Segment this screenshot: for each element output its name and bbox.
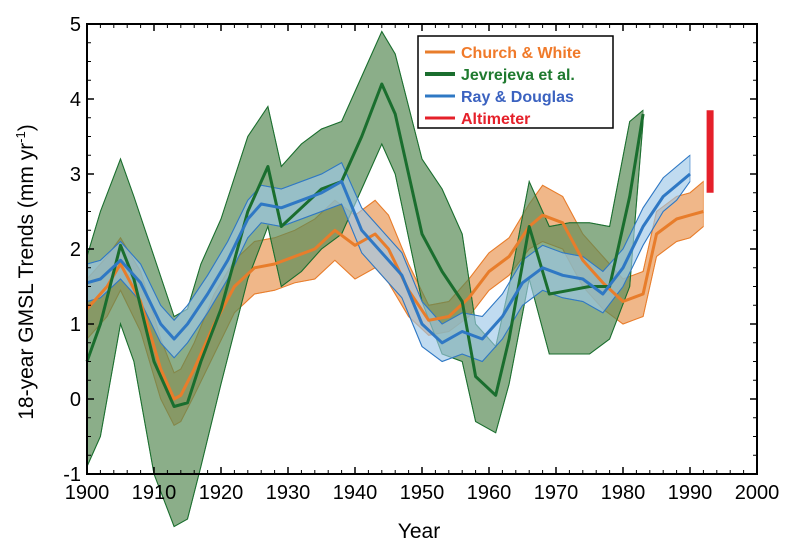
jevrejeva-et-al-lower-bound [86,121,644,528]
x-tick-label: 1900 [65,482,110,504]
y-tick-label: 3 [70,164,81,186]
x-tick-label: 1980 [601,482,646,504]
jevrejeva-et-al-legend-label: Jevrejeva et al. [461,67,575,84]
y-axis-title: 18-year GMSL Trends (mm yr-1) [13,124,38,420]
ray-douglas-legend-label: Ray & Douglas [461,89,574,106]
church-white-legend-label: Church & White [461,45,581,62]
y-tick-label: 2 [70,239,81,261]
jevrejeva-et-al-line [85,82,645,408]
axis-ticks: 1900 1910 1920 1930 1940 1950 1960 1970 1980 1990… [63,14,779,504]
y-axis-title-main: 18-year GMSL Trends (mm yr [15,143,38,420]
x-tick-label: 1910 [132,482,177,504]
x-tick-label: 1960 [467,482,512,504]
y-axis-title-close: ) [15,124,38,131]
x-tick-label: 1940 [333,482,378,504]
altimeter-legend-label: Altimeter [461,111,530,128]
y-axis-title-superscript: -1 [13,131,28,143]
y-tick-label: 0 [70,389,81,411]
y-tick-label: 5 [70,14,81,36]
y-tick-label: -1 [63,464,81,486]
x-tick-label: 1920 [199,482,244,504]
x-tick-label: 1930 [266,482,311,504]
x-tick-label: 1950 [400,482,445,504]
legend: Church & White Jevrejeva et al. Ray & Doug… [417,35,614,129]
ray-douglas-upper-bound [86,154,691,325]
x-tick-label: 2000 [735,482,780,504]
x-axis-title: Year [398,520,440,543]
series-lines [85,82,704,408]
x-tick-label: 1970 [534,482,579,504]
x-tick-label: 1990 [668,482,713,504]
ray-douglas-line [86,172,691,345]
church-white-line [85,210,704,401]
jevrejeva-et-al-upper-bound [86,30,644,348]
ray-douglas-lower-bound [86,181,691,363]
y-tick-label: 4 [70,89,81,111]
y-tick-label: 1 [70,314,81,336]
